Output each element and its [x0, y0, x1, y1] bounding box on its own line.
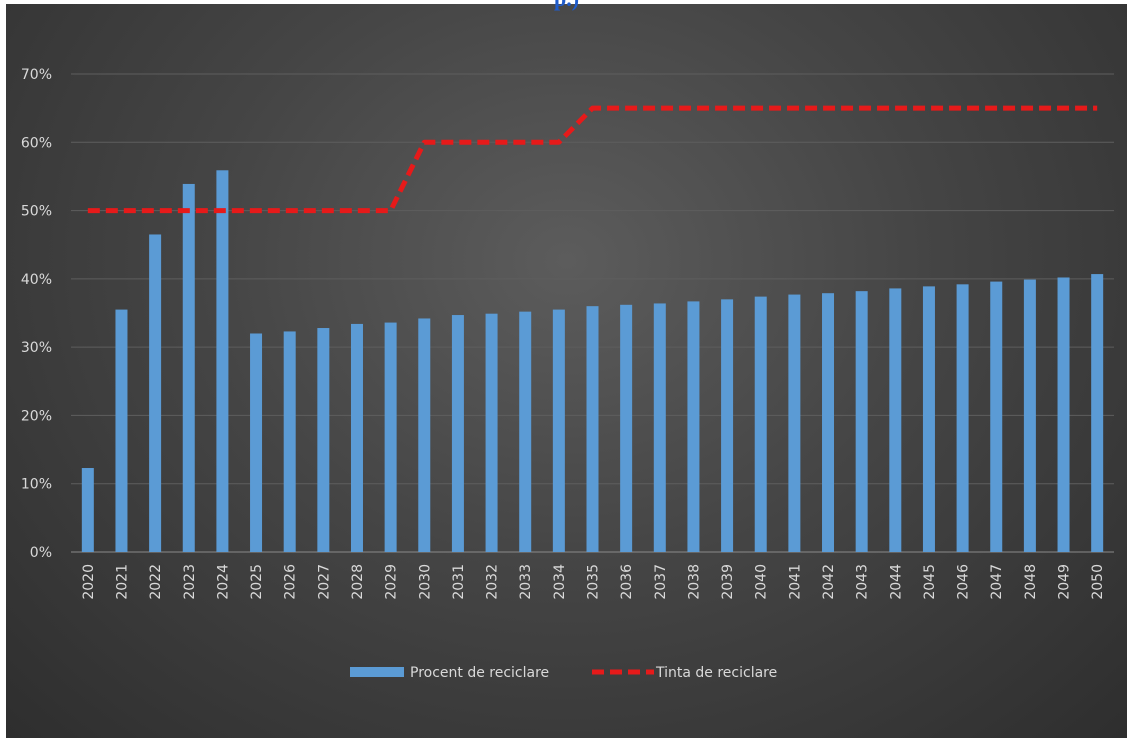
target-line: [87, 105, 1098, 214]
x-tick-label: 2034: [552, 564, 568, 600]
y-tick-label: 60%: [21, 135, 52, 151]
bar: [1091, 274, 1104, 552]
x-tick-label: 2045: [922, 564, 938, 600]
bar: [855, 291, 868, 552]
cropped-title-fragment: p.): [0, 0, 1133, 12]
x-tick-label: 2050: [1090, 564, 1106, 600]
bar: [822, 293, 835, 552]
x-tick-label: 2028: [350, 564, 366, 600]
bar: [990, 281, 1003, 552]
bar: [519, 311, 532, 552]
x-axis-tick-labels: 2020 2021 2022 2023 2024 2025 2026 2027 2028 2029…: [81, 564, 1106, 600]
legend-label-bars: Procent de reciclare: [410, 665, 549, 681]
bar: [317, 328, 330, 552]
x-tick-label: 2037: [653, 564, 669, 600]
bar: [350, 323, 363, 552]
x-tick-label: 2022: [148, 564, 164, 600]
y-tick-label: 10%: [21, 477, 52, 493]
bar: [922, 286, 935, 552]
y-tick-label: 40%: [21, 272, 52, 288]
x-tick-label: 2026: [283, 564, 299, 600]
bar: [889, 288, 902, 552]
x-tick-label: 2036: [619, 564, 635, 600]
y-tick-label: 70%: [21, 67, 52, 83]
legend-label-line: Tinta de reciclare: [655, 665, 777, 681]
x-tick-label: 2031: [451, 564, 467, 600]
legend-swatch-bars: [350, 667, 404, 677]
bar: [1023, 279, 1036, 552]
bar: [788, 294, 801, 552]
bar: [149, 234, 162, 552]
bar: [451, 315, 464, 552]
x-tick-label: 2035: [586, 564, 602, 600]
bar: [754, 296, 767, 552]
x-tick-label: 2042: [821, 564, 837, 600]
bar: [283, 331, 296, 552]
chart-svg: 0% 10% 20% 30% 40% 50% 60% 70% 2020 2021 2022 2023…: [21, 67, 1114, 681]
bar: [620, 304, 633, 552]
x-tick-label: 2046: [956, 564, 972, 600]
x-tick-label: 2044: [888, 564, 904, 600]
x-tick-label: 2020: [81, 564, 97, 600]
bar: [384, 322, 397, 552]
x-tick-label: 2024: [215, 564, 231, 600]
x-tick-label: 2030: [417, 564, 433, 600]
x-tick-label: 2025: [249, 564, 265, 600]
x-tick-label: 2033: [518, 564, 534, 600]
x-tick-label: 2023: [182, 564, 198, 600]
bar: [81, 468, 94, 552]
x-tick-label: 2049: [1057, 564, 1073, 600]
bar: [115, 309, 128, 552]
x-tick-label: 2039: [720, 564, 736, 600]
x-tick-label: 2032: [485, 564, 501, 600]
bar: [216, 170, 229, 553]
bar: [586, 306, 599, 552]
y-tick-label: 20%: [21, 408, 52, 424]
x-tick-label: 2038: [686, 564, 702, 600]
x-tick-label: 2047: [989, 564, 1005, 600]
bar-series: [81, 170, 1104, 553]
bar: [653, 303, 666, 552]
bar: [250, 333, 263, 552]
x-tick-label: 2021: [114, 564, 130, 600]
bar: [956, 284, 969, 552]
x-tick-label: 2048: [1023, 564, 1039, 600]
bar: [552, 309, 565, 552]
target-line-series: [87, 105, 1098, 214]
bar: [687, 301, 700, 552]
y-tick-label: 30%: [21, 340, 52, 356]
bar: [418, 318, 431, 552]
y-tick-label: 50%: [21, 204, 52, 220]
chart-area: 0% 10% 20% 30% 40% 50% 60% 70% 2020 2021 2022 2023…: [6, 4, 1127, 738]
x-tick-label: 2043: [855, 564, 871, 600]
x-tick-label: 2029: [384, 564, 400, 600]
x-tick-label: 2040: [754, 564, 770, 600]
bar: [721, 299, 734, 552]
bar: [1057, 277, 1070, 552]
bar: [182, 183, 195, 552]
x-tick-label: 2041: [787, 564, 803, 600]
legend: Procent de reciclare Tinta de reciclare: [350, 665, 777, 681]
bar: [485, 313, 498, 552]
y-tick-label: 0%: [30, 545, 52, 561]
x-tick-label: 2027: [316, 564, 332, 600]
y-axis-tick-labels: 0% 10% 20% 30% 40% 50% 60% 70%: [21, 67, 52, 561]
